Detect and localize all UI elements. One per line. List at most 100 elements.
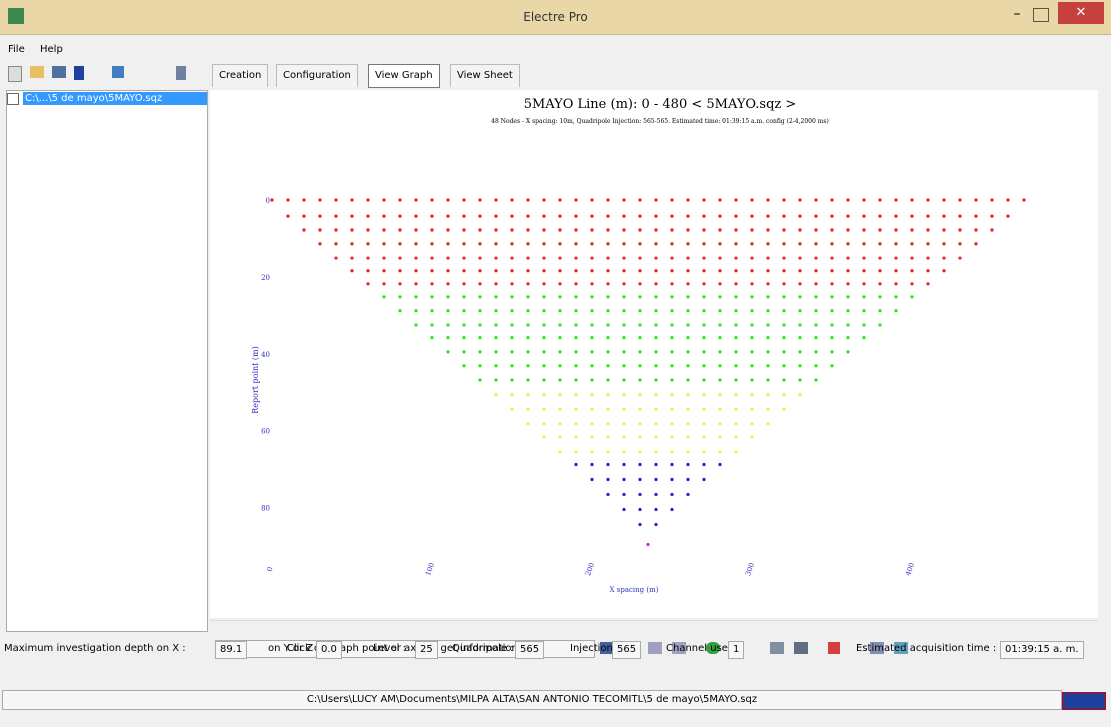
send-button[interactable] [112, 66, 124, 78]
data-point [670, 242, 674, 246]
data-point [606, 282, 610, 286]
data-point [622, 214, 626, 218]
data-point [478, 242, 482, 246]
data-point [686, 214, 690, 218]
open-button[interactable] [30, 66, 44, 78]
data-point [686, 492, 690, 497]
data-point [494, 198, 498, 202]
data-point [446, 269, 450, 273]
data-point [830, 364, 834, 368]
data-point [766, 198, 770, 202]
color-button[interactable] [706, 642, 720, 654]
zoom-out-button[interactable] [672, 642, 686, 654]
data-point [446, 323, 450, 327]
data-point [574, 198, 578, 202]
data-point [430, 198, 434, 202]
data-point [830, 309, 834, 313]
save-button[interactable] [52, 66, 66, 78]
data-point [926, 242, 930, 246]
data-point [670, 295, 674, 299]
minimize-button[interactable]: – [1013, 6, 1021, 22]
data-point [574, 378, 578, 382]
device-button[interactable] [74, 66, 84, 80]
data-point [526, 336, 530, 340]
data-point [734, 256, 738, 260]
data-point [510, 269, 514, 273]
data-point [718, 269, 722, 273]
maximize-button[interactable] [1033, 8, 1049, 22]
tool-button[interactable] [828, 642, 840, 654]
data-point [334, 214, 338, 218]
data-point [590, 269, 594, 273]
data-point [926, 228, 930, 232]
data-point [574, 295, 578, 299]
checkbox[interactable] [7, 93, 19, 105]
vertical-scrollbar[interactable] [1098, 90, 1111, 618]
data-point [734, 450, 738, 454]
data-point [494, 309, 498, 313]
new-button[interactable] [8, 66, 22, 82]
language-flag[interactable] [1062, 692, 1106, 710]
data-point [366, 242, 370, 246]
export-button[interactable] [894, 642, 908, 654]
data-point [462, 198, 466, 202]
data-point [606, 295, 610, 299]
print-button[interactable] [870, 642, 884, 654]
tab[interactable]: Configuration [276, 64, 358, 87]
cut-button[interactable] [176, 66, 186, 80]
data-point [590, 336, 594, 340]
tool-button[interactable] [794, 642, 808, 654]
data-point [782, 198, 786, 202]
data-point [638, 336, 642, 340]
data-point [606, 336, 610, 340]
file-path: C:\Users\LUCY AM\Documents\MILPA ALTA\SA… [2, 690, 1062, 710]
data-point [718, 392, 722, 397]
tab[interactable]: Creation [212, 64, 269, 87]
data-point [766, 256, 770, 260]
menu-file[interactable]: File [8, 44, 25, 55]
tool-button[interactable] [770, 642, 784, 654]
data-point [398, 282, 402, 286]
data-point [702, 269, 706, 273]
data-point [702, 323, 706, 327]
data-point [638, 492, 642, 497]
menu-help[interactable]: Help [40, 44, 63, 55]
data-point [558, 269, 562, 273]
data-point [638, 309, 642, 313]
horizontal-scrollbar[interactable] [210, 620, 1098, 635]
data-point [302, 198, 306, 202]
data-point [638, 242, 642, 246]
data-point [446, 228, 450, 232]
data-point [622, 450, 626, 454]
data-point [510, 336, 514, 340]
close-button[interactable]: ✕ [1058, 2, 1104, 24]
data-point [446, 336, 450, 340]
data-point [878, 323, 882, 327]
tree-item[interactable]: C:\...\5 de mayo\5MAYO.sqz [23, 92, 207, 105]
data-point [686, 309, 690, 313]
x-tick-label: 400 [904, 562, 916, 577]
data-point [622, 295, 626, 299]
data-point [702, 350, 706, 354]
zoom-in-button[interactable] [648, 642, 662, 654]
data-point [750, 378, 754, 382]
data-point [446, 282, 450, 286]
data-point [862, 256, 866, 260]
data-point [798, 269, 802, 273]
data-point [590, 364, 594, 368]
data-point [702, 214, 706, 218]
tab[interactable]: View Graph [368, 64, 440, 88]
data-point [910, 282, 914, 286]
data-point [718, 295, 722, 299]
status-value: 01:39:15 a. m. [1000, 641, 1084, 659]
data-point [670, 477, 674, 482]
data-point [526, 392, 530, 397]
data-point [302, 214, 306, 218]
tool-button[interactable] [600, 642, 614, 654]
data-point [318, 214, 322, 218]
status-value: 1 [728, 641, 745, 659]
data-point [574, 228, 578, 232]
tab[interactable]: View Sheet [450, 64, 520, 87]
data-point [686, 256, 690, 260]
data-point [702, 407, 706, 412]
